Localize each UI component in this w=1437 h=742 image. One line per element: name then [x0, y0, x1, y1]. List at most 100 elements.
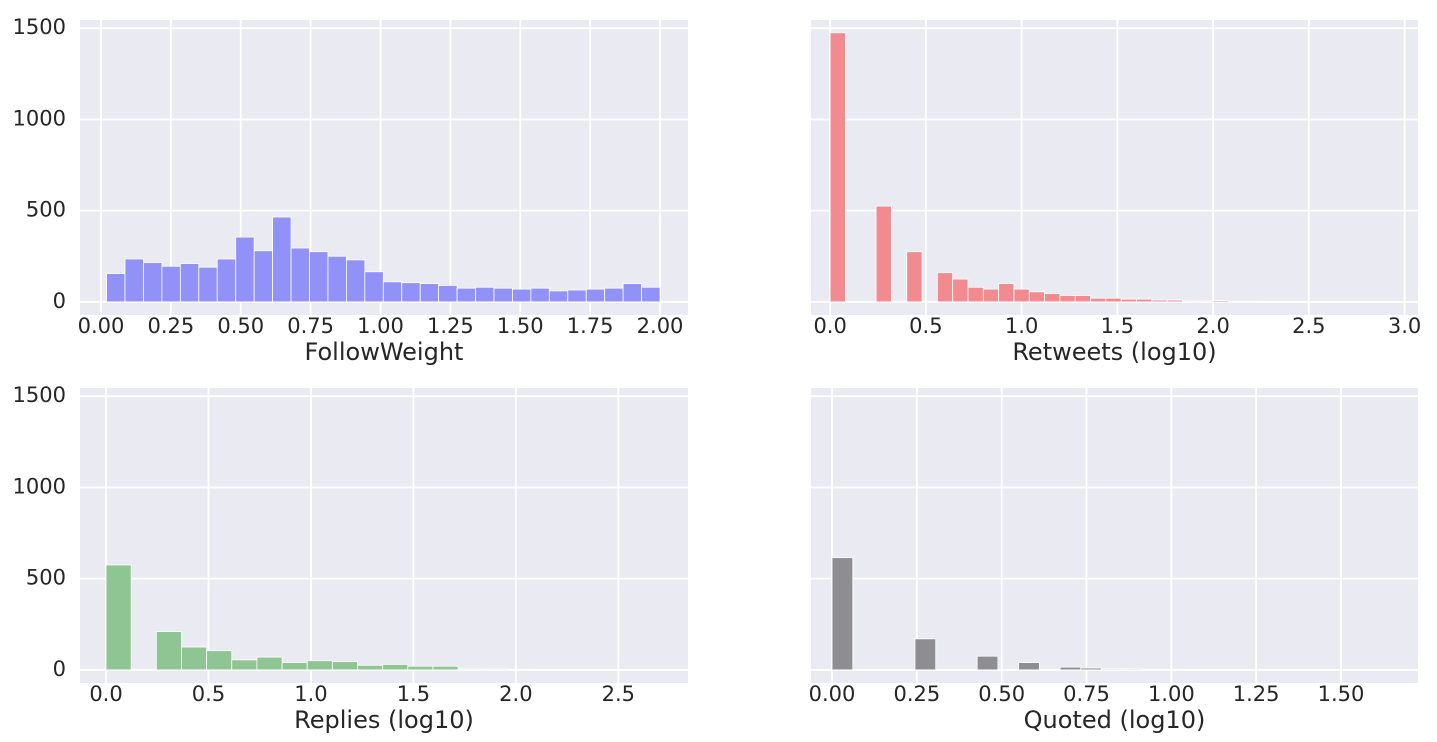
bar — [1182, 300, 1199, 303]
x-tick-label: 0.50 — [217, 314, 264, 338]
bar — [438, 285, 458, 303]
bar — [1120, 298, 1137, 303]
bar — [914, 638, 937, 671]
bar — [346, 259, 366, 303]
bar — [1197, 300, 1214, 303]
bar — [641, 286, 661, 303]
bar — [306, 660, 333, 671]
bar — [952, 278, 969, 303]
bar — [198, 266, 218, 303]
bar — [407, 665, 434, 671]
bar — [290, 247, 310, 303]
bar — [982, 288, 1000, 303]
bar — [309, 251, 329, 303]
x-tick-label: 0.25 — [893, 682, 940, 706]
bar — [976, 655, 999, 671]
x-tick-label: 1.00 — [1148, 682, 1195, 706]
x-tick-label: 0.00 — [78, 314, 125, 338]
y-tick-label: 1000 — [13, 106, 66, 130]
x-tick-label: 2.0 — [1196, 314, 1229, 338]
bar — [1105, 297, 1122, 303]
bar — [382, 281, 403, 303]
bar — [1243, 300, 1260, 303]
x-tick-label: 1.50 — [497, 314, 544, 338]
bar — [1101, 668, 1123, 671]
x-tick-label: 2.5 — [1292, 314, 1325, 338]
bar — [143, 262, 163, 303]
bar — [906, 251, 923, 303]
bar — [508, 668, 534, 671]
bar — [179, 263, 200, 303]
x-tick-label: 0.5 — [192, 682, 225, 706]
bar — [327, 255, 347, 303]
plot-background — [811, 20, 1418, 315]
bar — [272, 216, 292, 303]
bar — [231, 659, 258, 671]
x-tick-label: 0.0 — [89, 682, 122, 706]
bar — [401, 282, 421, 303]
bar — [831, 557, 854, 671]
x-tick-label: 2.00 — [637, 314, 684, 338]
bar — [1013, 288, 1030, 303]
x-axis-label: Replies (log10) — [294, 706, 474, 734]
x-tick-label: 1.5 — [397, 682, 430, 706]
bar — [1136, 298, 1153, 303]
x-tick-label: 0.25 — [147, 314, 194, 338]
x-tick-label: 0.00 — [809, 682, 856, 706]
bar — [1121, 668, 1144, 671]
bar — [1163, 668, 1185, 671]
bar — [512, 288, 532, 303]
bar — [105, 564, 132, 671]
bar — [124, 258, 144, 303]
bar — [457, 668, 484, 671]
plot-background — [811, 388, 1418, 683]
x-tick-label: 0.0 — [813, 314, 846, 338]
bar — [456, 287, 476, 303]
bar — [967, 286, 984, 303]
bar — [1018, 662, 1040, 671]
y-tick-label: 1000 — [13, 474, 66, 498]
bar — [235, 236, 255, 303]
bar — [1090, 297, 1107, 303]
bar — [106, 273, 126, 303]
x-tick-label: 1.0 — [294, 682, 327, 706]
bar — [829, 32, 846, 303]
x-axis-label: Retweets (log10) — [1012, 338, 1216, 366]
bar — [181, 646, 208, 671]
bar — [1166, 299, 1183, 303]
x-tick-label: 1.75 — [567, 314, 614, 338]
y-tick-label: 500 — [26, 198, 66, 222]
x-tick-label: 0.5 — [909, 314, 942, 338]
bar — [432, 665, 459, 671]
bar — [875, 205, 892, 303]
bar — [530, 287, 550, 303]
x-tick-label: 1.25 — [1233, 682, 1280, 706]
bar — [998, 283, 1015, 303]
bar — [419, 283, 440, 303]
x-tick-label: 1.25 — [427, 314, 474, 338]
y-tick-label: 500 — [26, 566, 66, 590]
bar — [475, 286, 495, 303]
bar — [493, 287, 513, 303]
y-tick-label: 1500 — [13, 383, 66, 407]
bar — [1044, 293, 1061, 303]
x-tick-label: 2.5 — [602, 682, 635, 706]
bar — [1059, 666, 1082, 671]
bar — [622, 283, 642, 303]
bar — [604, 287, 624, 303]
bar — [1028, 291, 1046, 303]
x-tick-label: 0.50 — [978, 682, 1025, 706]
bar — [253, 250, 274, 303]
bar — [1151, 299, 1168, 303]
bar — [382, 663, 409, 671]
x-tick-label: 1.0 — [1005, 314, 1038, 338]
x-tick-label: 1.5 — [1101, 314, 1134, 338]
x-axis-label: FollowWeight — [305, 338, 464, 366]
x-axis-label: Quoted (log10) — [1024, 706, 1206, 734]
x-tick-label: 1.00 — [357, 314, 404, 338]
bar — [1080, 667, 1102, 671]
bar — [1059, 295, 1076, 303]
y-tick-label: 0 — [53, 657, 66, 681]
x-tick-label: 0.75 — [1063, 682, 1110, 706]
bar — [548, 290, 569, 303]
